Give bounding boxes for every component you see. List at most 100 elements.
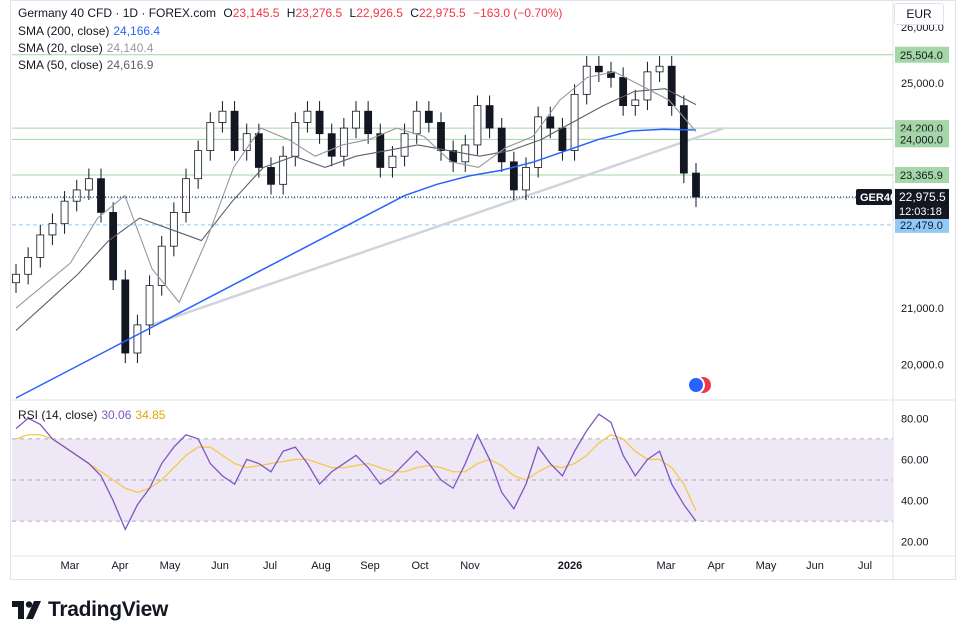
time-tick-11: Apr: [707, 560, 724, 572]
candle-body-7: [97, 178, 105, 213]
candle-body-11: [145, 285, 154, 326]
candle-body-14: [182, 178, 190, 213]
sma20-label: SMA (20, close): [18, 41, 103, 55]
rsi-tick-1: 60.00: [901, 454, 929, 466]
ohlc-close: 22,975.5: [418, 6, 466, 20]
ohlc-open: 23,145.5: [232, 6, 280, 20]
time-tick-4: Jul: [263, 560, 277, 572]
symbol-legend: Germany 40 CFD · 1D · FOREX.com O23,145.…: [18, 6, 562, 20]
tradingview-logo[interactable]: TradingView: [12, 598, 168, 622]
price-tick-1: 25,000.0: [901, 78, 944, 90]
ohlc-change: −163.0 (−0.70%): [473, 6, 563, 20]
candle-body-9: [121, 279, 130, 354]
candle-body-20: [254, 133, 263, 168]
ohlc-open-label: O: [223, 6, 233, 20]
candle-body-15: [194, 150, 203, 180]
candle-body-38: [473, 105, 482, 146]
symbol-title: Germany 40 CFD · 1D · FOREX.com: [18, 6, 217, 20]
sma20-line: [15, 71, 697, 309]
time-tick-2: May: [160, 560, 181, 572]
sma200-value: 24,166.4: [113, 24, 161, 38]
candle-body-1: [24, 257, 33, 275]
candle-body-48: [594, 65, 603, 73]
candle-body-24: [303, 110, 312, 123]
sma200-label: SMA (200, close): [18, 24, 110, 38]
time-tick-8: Nov: [460, 560, 480, 572]
candle-body-19: [242, 133, 251, 151]
candle-body-33: [412, 110, 421, 135]
candle-body-41: [509, 161, 518, 191]
level-tag-5: [895, 216, 949, 233]
rsi-ma-value: 34.85: [135, 408, 166, 422]
time-tick-10: Mar: [657, 560, 676, 572]
time-tick-0: Mar: [61, 560, 80, 572]
time-tick-6: Sep: [360, 560, 380, 572]
countdown-label: 12:03:18: [899, 206, 942, 218]
candle-body-29: [364, 110, 373, 135]
candle-body-55: [679, 105, 688, 174]
level-label-0: 25,504.0: [900, 50, 943, 62]
candle-body-16: [206, 122, 215, 151]
candle-body-2: [36, 234, 45, 258]
time-tick-1: Apr: [111, 560, 128, 572]
candle-body-22: [279, 155, 288, 185]
candle-body-12: [157, 245, 166, 286]
ohlc-low-label: L: [349, 6, 357, 20]
sma50-line: [15, 88, 697, 331]
ohlc-close-label: C: [410, 6, 419, 20]
candle-body-39: [485, 105, 494, 129]
sma50-value: 24,616.9: [106, 58, 154, 72]
candle-body-46: [570, 93, 579, 151]
last-price-tag: [895, 188, 949, 219]
candle-body-49: [607, 71, 615, 78]
rsi-value: 30.06: [101, 408, 132, 422]
currency-button[interactable]: EUR: [894, 3, 944, 25]
candle-body-3: [48, 223, 57, 236]
candle-body-44: [546, 116, 555, 129]
time-tick-9: 2026: [558, 560, 582, 572]
time-tick-5: Aug: [311, 560, 331, 572]
candle-body-17: [218, 110, 227, 123]
level-tag-0: [895, 46, 949, 63]
candle-body-34: [424, 110, 433, 123]
last-price-label: 22,975.5: [899, 190, 946, 204]
rsi-label: RSI (14, close): [18, 408, 98, 422]
time-tick-7: Oct: [411, 560, 428, 572]
sma200-legend[interactable]: SMA (200, close) 24,166.4: [18, 24, 160, 38]
tradingview-logo-text: TradingView: [48, 598, 169, 621]
candle-body-25: [315, 110, 324, 135]
rsi-tick-3: 20.00: [901, 537, 929, 549]
rsi-ma-line: [15, 434, 697, 512]
candle-body-50: [619, 77, 628, 106]
level-label-2: 24,000.0: [900, 134, 943, 146]
time-tick-3: Jun: [211, 560, 229, 572]
rsi-tick-2: 40.00: [901, 496, 929, 508]
event-flag-icon: [687, 376, 705, 394]
price-tick-2: 21,000.0: [901, 303, 944, 315]
candle-body-27: [339, 127, 348, 157]
rsi-legend[interactable]: RSI (14, close) 30.06 34.85: [18, 408, 165, 422]
candle-body-51: [631, 99, 640, 106]
candle-body-18: [230, 110, 239, 151]
time-tick-12: May: [756, 560, 777, 572]
candle-body-10: [133, 324, 142, 354]
chart-frame: [10, 0, 956, 580]
candle-body-6: [84, 178, 93, 191]
sma50-label: SMA (50, close): [18, 58, 103, 72]
candle-body-23: [291, 122, 300, 157]
candle-body-45: [558, 127, 567, 151]
price-tick-3: 20,000.0: [901, 359, 944, 371]
candle-body-31: [388, 155, 397, 168]
sma50-legend[interactable]: SMA (50, close) 24,616.9: [18, 58, 153, 72]
candle-body-28: [352, 110, 360, 129]
rsi-line: [15, 413, 697, 531]
sma20-legend[interactable]: SMA (20, close) 24,140.4: [18, 41, 153, 55]
symbol-tag-label: GER40: [860, 192, 896, 204]
candle-body-56: [692, 172, 700, 198]
candle-body-54: [667, 65, 676, 106]
sma200-line: [15, 128, 697, 399]
time-tick-13: Jun: [806, 560, 824, 572]
candle-body-26: [327, 133, 336, 157]
level-tag-3: [895, 166, 949, 183]
